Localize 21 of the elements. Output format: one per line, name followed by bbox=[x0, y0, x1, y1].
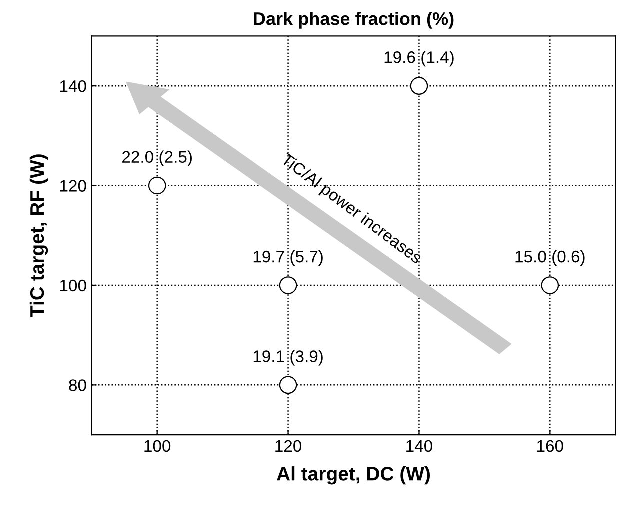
chart-title: Dark phase fraction (%) bbox=[254, 12, 454, 29]
y-tick-label: 80 bbox=[69, 380, 86, 392]
x-tick-label: 140 bbox=[406, 440, 432, 452]
data-label: 15.0 (0.6) bbox=[516, 250, 585, 266]
point bbox=[279, 276, 298, 294]
y-tick-label: 120 bbox=[60, 180, 86, 192]
point bbox=[148, 176, 166, 195]
data-label: 19.6 (1.4) bbox=[384, 51, 454, 67]
y-tick-label: 140 bbox=[60, 80, 86, 92]
x-tick-label: 100 bbox=[144, 440, 171, 452]
x-tick-label: 160 bbox=[538, 440, 564, 452]
point bbox=[541, 276, 560, 294]
x-tick-label: 120 bbox=[276, 440, 302, 452]
y-tick-label: 100 bbox=[60, 280, 86, 292]
data-label: 19.7 (5.7) bbox=[254, 250, 323, 266]
point bbox=[410, 77, 428, 95]
y-axis-title: TiC target, RF (W) bbox=[30, 154, 48, 318]
data-label: 19.1 (3.9) bbox=[254, 350, 323, 366]
data-label: 22.0 (2.5) bbox=[122, 150, 192, 166]
point bbox=[279, 376, 298, 394]
x-axis-title: Al target, DC (W) bbox=[277, 466, 430, 485]
